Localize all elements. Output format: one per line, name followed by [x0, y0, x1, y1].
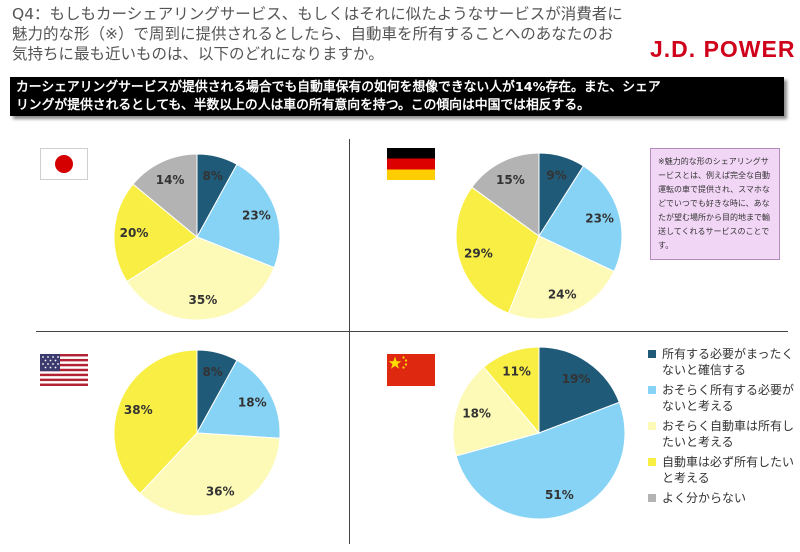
summary-banner: カーシェアリングサービスが提供される場合でも自動車保有の如何を想像できない人が1… — [10, 77, 784, 116]
banner-line-1: カーシェアリングサービスが提供される場合でも自動車保有の如何を想像できない人が1… — [16, 80, 661, 95]
legend-label: よく分からない — [662, 491, 747, 505]
definition-note: ※魅力的な形のシェアリングサービスとは、例えば完全な自動運転の車で提供され、スマ… — [650, 148, 780, 260]
quadrant-divider-vertical — [349, 139, 350, 544]
germany-pie-label: 23% — [585, 211, 614, 225]
usa-pie-slice — [139, 432, 281, 517]
germany-pie-slice — [471, 152, 540, 237]
japan-pie-slice — [126, 236, 275, 321]
china-pie-label: 18% — [462, 407, 491, 421]
japan-pie-slice — [196, 163, 281, 269]
japan-pie-label: 20% — [120, 226, 149, 240]
legend-item: おそらく自動車は所有したいと考える — [648, 418, 798, 450]
legend-label: 所有する必要がまったくないと確信する — [662, 347, 794, 377]
legend-swatch — [648, 422, 656, 430]
japan-flag-icon — [40, 148, 88, 180]
japan-pie-slice — [113, 183, 198, 283]
germany-pie-label: 24% — [548, 288, 577, 302]
usa-pie-slice — [113, 349, 198, 495]
usa-pie-label: 36% — [206, 485, 235, 499]
china-pie-label: 51% — [545, 488, 574, 502]
banner-line-2: リングが提供されるとしても、半数以上の人は車の所有意向を持つ。この傾向は中国では… — [16, 98, 590, 113]
china-pie-slice — [483, 346, 540, 435]
legend-swatch — [648, 350, 656, 358]
china-pie-slice — [455, 401, 626, 520]
china-pie-slice — [452, 366, 540, 457]
china-pie-label: 19% — [562, 372, 591, 386]
china-pie-label: 11% — [502, 365, 531, 379]
legend-swatch — [648, 458, 656, 466]
germany-pie-label: 15% — [496, 173, 525, 187]
japan-pie-label: 8% — [203, 169, 223, 183]
usa-pie-slice — [196, 359, 281, 439]
legend-label: おそらく自動車は所有したいと考える — [662, 419, 795, 449]
china-flag-icon — [387, 354, 435, 386]
quadrant-divider-horizontal — [36, 331, 788, 332]
germany-pie-slice — [507, 235, 615, 320]
usa-pie-label: 38% — [124, 403, 153, 417]
legend-item: 自動車は必ず所有したいと考える — [648, 454, 798, 486]
jd-power-logo: J.D. POWER — [650, 36, 796, 62]
japan-pie-slice — [132, 153, 198, 239]
germany-flag-icon — [387, 148, 435, 180]
japan-pie-label: 23% — [242, 209, 271, 223]
legend-swatch — [648, 494, 656, 502]
usa-pie-label: 18% — [238, 396, 267, 410]
legend-item: よく分からない — [648, 490, 798, 506]
japan-pie-label: 35% — [189, 293, 218, 307]
legend-item: おそらく所有する必要がないと考える — [648, 382, 798, 414]
legend-label: 自動車は必ず所有したいと考える — [662, 455, 795, 485]
germany-pie-label: 9% — [546, 168, 566, 182]
japan-pie-label: 14% — [156, 173, 185, 187]
usa-flag-icon — [40, 354, 88, 386]
question-text: Q4：もしもカーシェアリングサービス、もしくはそれに似たようなサービスが消費者に… — [12, 5, 623, 63]
china-pie-slice — [538, 346, 620, 434]
germany-pie-label: 29% — [464, 247, 493, 261]
legend-swatch — [648, 386, 656, 394]
legend-item: 所有する必要がまったくないと確信する — [648, 346, 798, 378]
germany-pie-slice — [455, 186, 540, 314]
legend-label: おそらく所有する必要がないと考える — [662, 383, 795, 413]
usa-pie-label: 8% — [203, 365, 223, 379]
germany-pie-slice — [538, 165, 623, 273]
chart-legend: 所有する必要がまったくないと確信する おそらく所有する必要がないと考える おそらく自… — [648, 346, 798, 510]
